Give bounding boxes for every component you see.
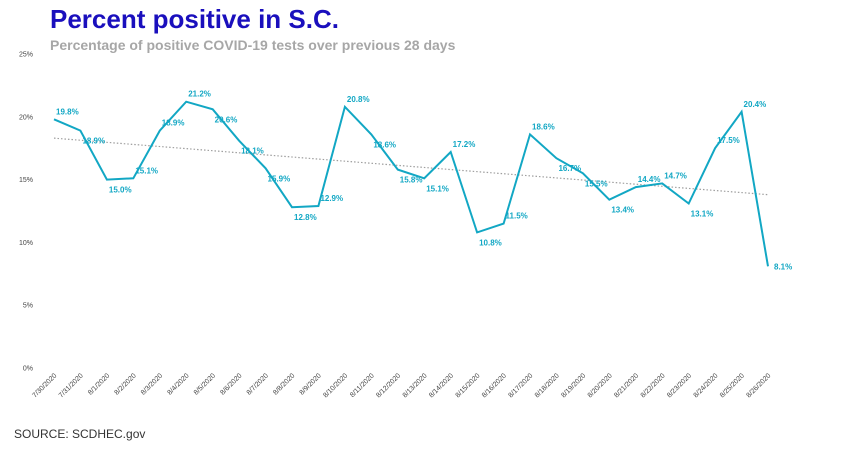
data-label: 20.4% xyxy=(744,100,767,109)
data-label: 14.7% xyxy=(664,171,687,180)
x-tick-label: 8/21/2020 xyxy=(613,372,640,399)
data-label: 13.4% xyxy=(611,206,634,215)
data-label: 18.9% xyxy=(162,119,185,128)
y-tick-label: 25% xyxy=(19,52,33,59)
data-label: 20.8% xyxy=(347,95,370,104)
x-tick-label: 8/20/2020 xyxy=(587,372,614,399)
x-tick-label: 8/15/2020 xyxy=(455,372,482,399)
data-label: 15.8% xyxy=(400,176,423,185)
trendline-layer xyxy=(53,137,769,196)
source-note: SOURCE: SCDHEC.gov xyxy=(14,427,146,441)
chart-subtitle: Percentage of positive COVID-19 tests ov… xyxy=(50,37,456,53)
data-label: 15.0% xyxy=(109,186,132,195)
series-line-layer xyxy=(53,100,769,267)
y-tick-label: 20% xyxy=(19,114,33,121)
data-labels-layer: 19.8% 18.9% 15.0% 15.1% 18.9% 21.2% 20.6% 18.1%… xyxy=(56,90,792,272)
x-tick-label: 8/5/2020 xyxy=(193,372,217,396)
x-tick-label: 8/10/2020 xyxy=(322,372,349,399)
x-tick-label: 8/14/2020 xyxy=(428,372,455,399)
x-tick-label: 8/12/2020 xyxy=(375,372,402,399)
data-label: 18.6% xyxy=(532,122,555,131)
x-tick-label: 8/8/2020 xyxy=(272,372,296,396)
data-label: 18.9% xyxy=(82,137,105,146)
data-label: 15.1% xyxy=(135,166,158,175)
data-label: 21.2% xyxy=(188,90,211,99)
x-tick-label: 7/31/2020 xyxy=(58,372,85,399)
x-tick-label: 8/24/2020 xyxy=(693,372,720,399)
data-label: 14.4% xyxy=(638,175,661,184)
series-line xyxy=(53,100,769,267)
data-label: 20.6% xyxy=(215,115,238,124)
data-label: 15.5% xyxy=(585,179,608,188)
data-label: 10.8% xyxy=(479,238,502,247)
data-label: 17.2% xyxy=(453,140,476,149)
x-tick-label: 8/17/2020 xyxy=(507,372,534,399)
x-tick-label: 8/25/2020 xyxy=(719,372,746,399)
data-label: 17.5% xyxy=(717,136,740,145)
x-tick-label: 8/4/2020 xyxy=(166,372,190,396)
data-label: 12.9% xyxy=(320,194,343,203)
x-tick-label: 8/22/2020 xyxy=(640,372,667,399)
data-label: 13.1% xyxy=(691,209,714,218)
x-tick-label: 8/16/2020 xyxy=(481,372,508,399)
y-tick-label: 15% xyxy=(19,177,33,184)
x-tick-label: 7/30/2020 xyxy=(31,372,58,399)
x-tick-label: 8/26/2020 xyxy=(745,372,772,399)
trendline xyxy=(53,137,769,196)
x-tick-label: 8/11/2020 xyxy=(349,372,376,399)
y-axis-ticks: 0% 5% 10% 15% 20% 25% xyxy=(19,52,33,373)
x-tick-label: 8/18/2020 xyxy=(534,372,561,399)
data-label: 11.5% xyxy=(506,212,528,221)
x-tick-label: 8/2/2020 xyxy=(114,372,138,396)
x-tick-label: 8/19/2020 xyxy=(560,372,587,399)
chart-title: Percent positive in S.C. xyxy=(50,4,339,34)
x-tick-label: 8/13/2020 xyxy=(402,372,429,399)
x-tick-label: 8/23/2020 xyxy=(666,372,693,399)
y-tick-label: 5% xyxy=(23,303,33,310)
x-tick-label: 8/3/2020 xyxy=(140,372,164,396)
data-label: 8.1% xyxy=(774,262,792,271)
y-tick-label: 10% xyxy=(19,240,33,247)
data-label: 15.1% xyxy=(426,184,449,193)
data-label: 18.6% xyxy=(373,140,396,149)
data-label: 18.1% xyxy=(241,147,264,156)
x-tick-label: 8/9/2020 xyxy=(299,372,323,396)
x-tick-label: 8/1/2020 xyxy=(87,372,111,396)
y-tick-label: 0% xyxy=(23,366,33,373)
data-label: 12.8% xyxy=(294,213,317,222)
x-tick-label: 8/7/2020 xyxy=(246,372,270,396)
data-label: 16.7% xyxy=(558,164,581,173)
data-label: 19.8% xyxy=(56,107,79,116)
x-tick-label: 8/6/2020 xyxy=(219,372,243,396)
data-label: 15.9% xyxy=(268,174,291,183)
x-axis-ticks: 7/30/2020 7/31/2020 8/1/2020 8/2/2020 8/3/20… xyxy=(31,372,772,399)
